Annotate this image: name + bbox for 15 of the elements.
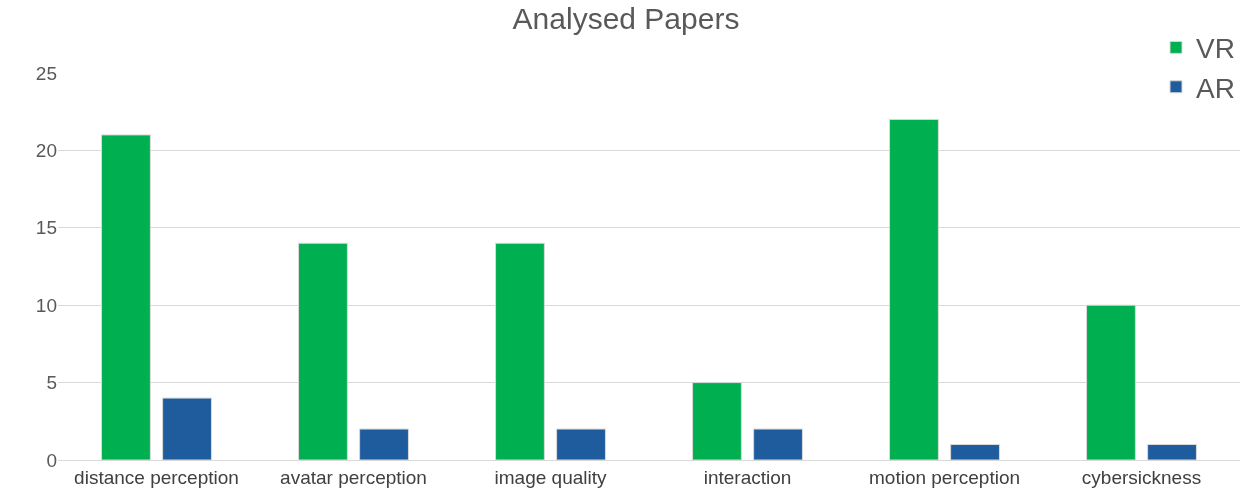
legend-label: VR xyxy=(1196,33,1235,65)
x-tick-label: cybersickness xyxy=(1081,466,1202,488)
legend-label: AR xyxy=(1196,72,1235,104)
x-tick-label: distance perception xyxy=(74,466,239,488)
y-tick-label: 20 xyxy=(35,140,57,162)
y-tick-label: 10 xyxy=(35,294,57,316)
y-tick-label: 15 xyxy=(35,217,57,239)
chart-title: Analysed Papers xyxy=(512,1,740,35)
y-tick-label: 0 xyxy=(46,449,57,471)
x-tick-label: image quality xyxy=(494,466,607,488)
y-tick-label: 5 xyxy=(46,372,57,394)
x-tick-label: interaction xyxy=(703,466,792,488)
x-tick-label: motion perception xyxy=(868,466,1021,488)
x-tick-label: avatar perception xyxy=(280,466,427,488)
y-tick-label: 25 xyxy=(35,62,57,84)
